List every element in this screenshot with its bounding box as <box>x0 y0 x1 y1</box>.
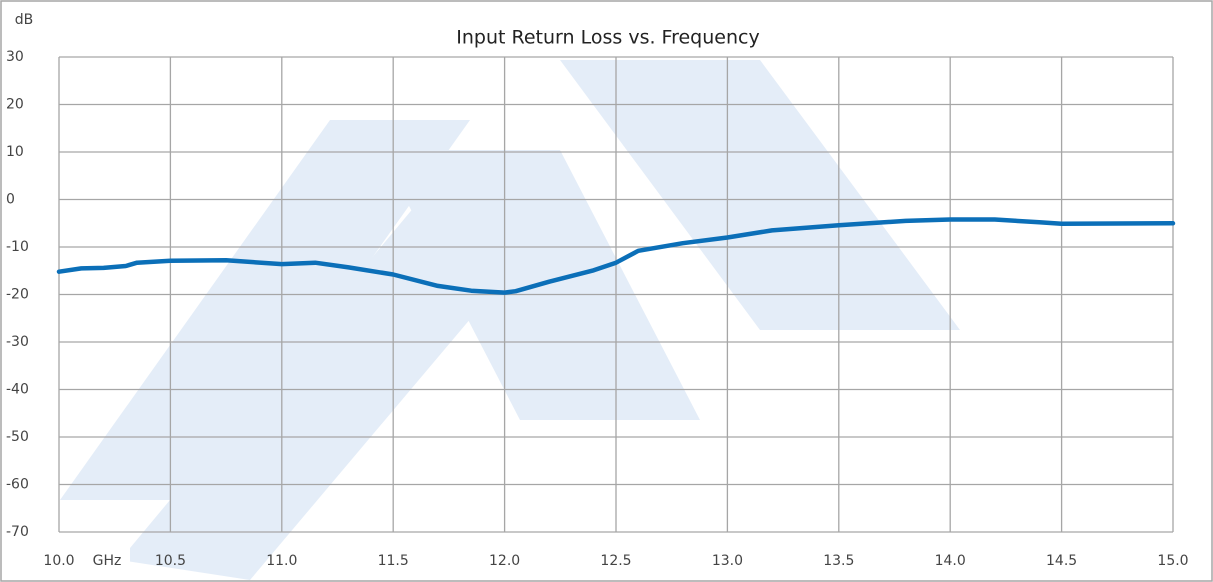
x-tick-label: 14.5 <box>1046 553 1077 569</box>
watermark <box>60 60 960 580</box>
y-tick-label: -40 <box>6 382 29 398</box>
y-tick-label: -10 <box>6 239 29 255</box>
y-axis-label: dB <box>15 12 34 28</box>
x-tick-label: 13.0 <box>712 553 743 569</box>
x-tick-label: 11.5 <box>378 553 409 569</box>
y-tick-label: 30 <box>6 49 24 65</box>
x-axis-label: GHz <box>93 553 122 569</box>
x-tick-label: 12.0 <box>489 553 520 569</box>
chart-title: Input Return Loss vs. Frequency <box>456 27 759 49</box>
x-tick-label: 15.0 <box>1157 553 1188 569</box>
y-tick-label: -50 <box>6 429 29 445</box>
x-tick-label: 13.5 <box>823 553 854 569</box>
watermark-shape <box>560 60 960 330</box>
y-tick-label: 20 <box>6 97 24 113</box>
y-tick-label: 10 <box>6 144 24 160</box>
y-tick-label: -60 <box>6 477 29 493</box>
x-tick-label: 14.0 <box>935 553 966 569</box>
x-tick-label: 10.5 <box>155 553 186 569</box>
y-tick-label: -70 <box>6 524 29 540</box>
y-tick-label: -30 <box>6 334 29 350</box>
x-tick-label: 12.5 <box>600 553 631 569</box>
y-tick-label: 0 <box>6 192 15 208</box>
x-tick-label: 10.0 <box>43 553 74 569</box>
x-tick-label: 11.0 <box>266 553 297 569</box>
y-tick-label: -20 <box>6 287 29 303</box>
watermark-shape <box>60 120 470 500</box>
data-line <box>56 217 1176 295</box>
x-axis-label-bg <box>84 548 130 572</box>
